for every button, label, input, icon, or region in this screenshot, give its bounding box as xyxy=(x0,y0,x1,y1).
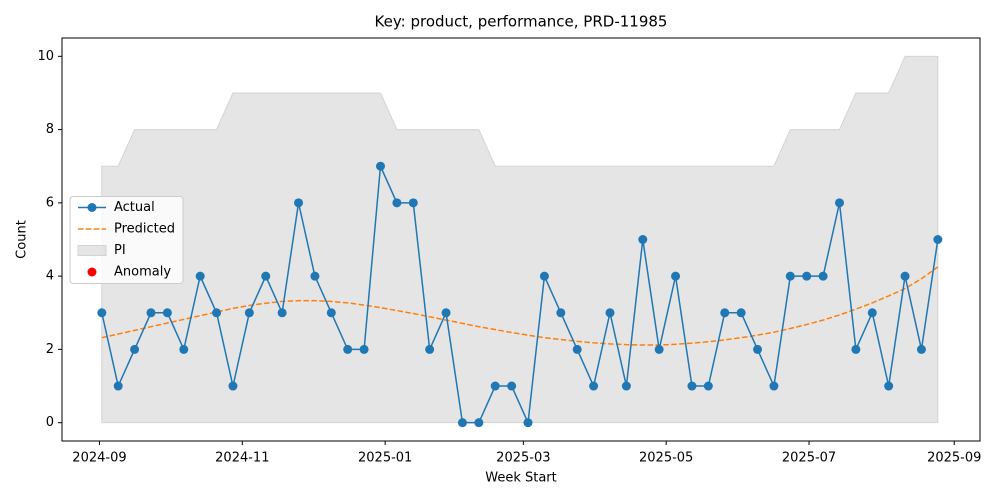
actual-point xyxy=(834,198,844,208)
actual-point xyxy=(523,418,533,428)
actual-point xyxy=(556,308,566,318)
x-tick-label: 2025-01 xyxy=(358,451,412,466)
actual-point xyxy=(589,381,599,391)
legend: Actual Predicted PI Anomaly xyxy=(69,196,184,284)
actual-point xyxy=(294,198,304,208)
actual-point xyxy=(851,344,861,354)
actual-point xyxy=(392,198,402,208)
actual-point xyxy=(359,344,369,354)
actual-point xyxy=(375,161,385,171)
actual-point xyxy=(212,308,222,318)
legend-swatch xyxy=(87,267,97,277)
x-tick-label: 2025-05 xyxy=(639,451,693,466)
plot-frame xyxy=(61,37,981,442)
actual-point xyxy=(507,381,517,391)
x-tick-label: 2025-09 xyxy=(927,451,981,466)
actual-point xyxy=(195,271,205,281)
actual-point xyxy=(916,344,926,354)
legend-label: Anomaly xyxy=(114,265,171,280)
actual-point xyxy=(277,308,287,318)
predicted-line xyxy=(101,266,939,346)
y-tick-label: 10 xyxy=(37,49,54,64)
actual-point xyxy=(687,381,697,391)
legend-swatch xyxy=(77,245,107,256)
actual-point xyxy=(671,271,681,281)
actual-point xyxy=(572,344,582,354)
y-tick-label: 2 xyxy=(46,342,54,357)
legend-swatch xyxy=(87,203,97,212)
actual-point xyxy=(605,308,615,318)
actual-point xyxy=(490,381,500,391)
actual-point xyxy=(244,308,254,318)
y-tick-label: 8 xyxy=(46,122,54,137)
actual-point xyxy=(261,271,271,281)
actual-point xyxy=(457,418,467,428)
actual-point xyxy=(162,308,172,318)
actual-point xyxy=(769,381,779,391)
actual-point xyxy=(425,344,435,354)
actual-point xyxy=(753,344,763,354)
actual-point xyxy=(441,308,451,318)
actual-point xyxy=(228,381,238,391)
actual-point xyxy=(113,381,123,391)
actual-point xyxy=(539,271,549,281)
legend-label: Predicted xyxy=(114,222,175,237)
chart-title: Key: product, performance, PRD-11985 xyxy=(375,13,668,31)
actual-point xyxy=(408,198,418,208)
actual-point xyxy=(720,308,730,318)
actual-point xyxy=(785,271,795,281)
x-axis-label: Week Start xyxy=(485,471,557,486)
actual-point xyxy=(343,344,353,354)
x-tick-label: 2024-11 xyxy=(215,451,269,466)
actual-line xyxy=(101,163,939,426)
y-tick-label: 4 xyxy=(46,269,54,284)
actual-point xyxy=(900,271,910,281)
actual-point xyxy=(867,308,877,318)
y-tick-label: 0 xyxy=(46,415,54,430)
y-tick-label: 6 xyxy=(46,195,54,210)
x-tick-label: 2024-09 xyxy=(72,451,126,466)
actual-point xyxy=(884,381,894,391)
actual-point xyxy=(179,344,189,354)
legend-label: PI xyxy=(114,243,126,258)
prediction-interval xyxy=(101,55,939,424)
actual-point xyxy=(736,308,746,318)
actual-point xyxy=(146,308,156,318)
actual-point xyxy=(654,344,664,354)
actual-point xyxy=(818,271,828,281)
actual-point xyxy=(130,344,140,354)
actual-point xyxy=(703,381,713,391)
actual-point xyxy=(802,271,812,281)
actual-point xyxy=(474,418,484,428)
y-axis-label: Count xyxy=(15,220,30,259)
x-tick-label: 2025-07 xyxy=(782,451,836,466)
actual-point xyxy=(638,235,648,244)
actual-point xyxy=(933,235,943,244)
actual-point xyxy=(621,381,631,391)
x-tick-label: 2025-03 xyxy=(496,451,550,466)
legend-label: Actual xyxy=(114,200,155,215)
actual-point xyxy=(97,308,107,318)
legend-box xyxy=(69,196,184,284)
actual-point xyxy=(310,271,320,281)
actual-point xyxy=(326,308,336,318)
